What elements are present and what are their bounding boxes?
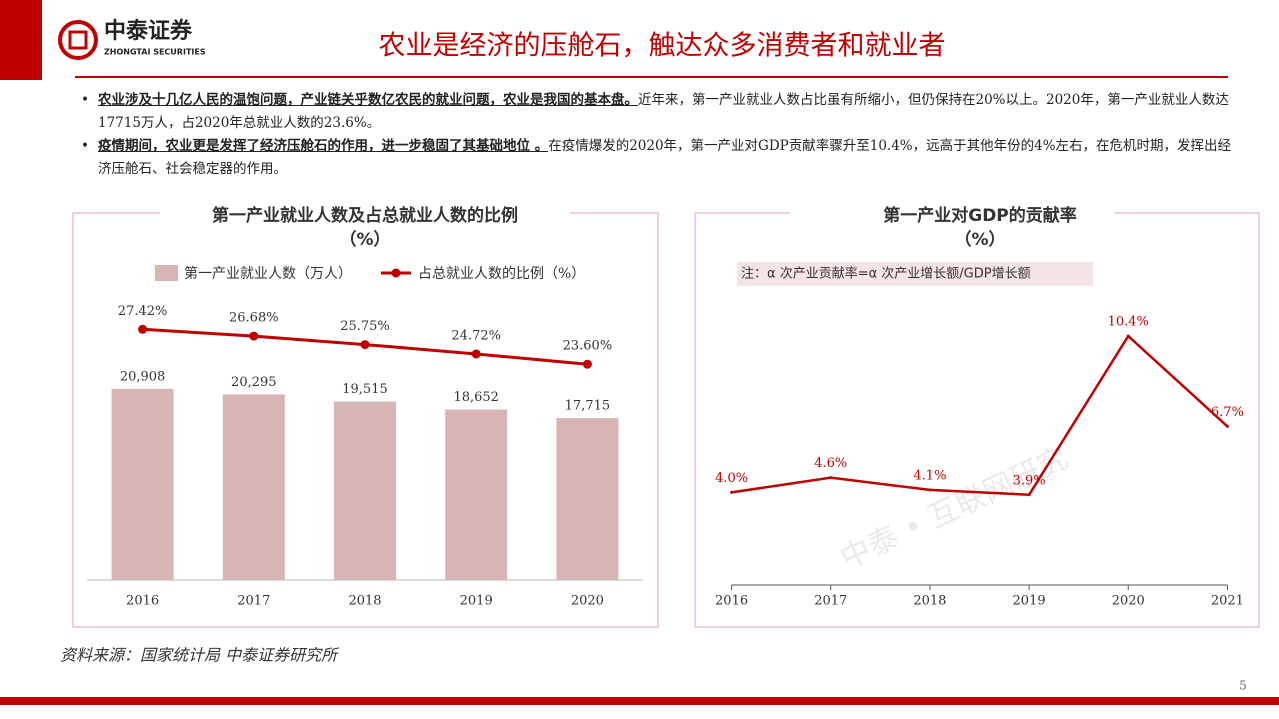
footer-bar [0, 697, 1279, 705]
bar [222, 394, 285, 580]
source: 资料来源：国家统计局 中泰证券研究所 [60, 646, 340, 665]
corner-bar [0, 0, 42, 80]
point [1027, 493, 1031, 497]
point [360, 340, 370, 350]
point [582, 359, 592, 369]
annotation: 注：α 次产业贡献率=α 次产业增长额/GDP增长额 [741, 266, 1031, 282]
bullet-text: 近年来，第一产业就业人数占比虽有所缩小，但仍保持在20%以上。2020年，第一产… [98, 92, 1229, 131]
chart-title: 第一产业就业人数及占总就业人数的比例 [212, 205, 518, 226]
bar [445, 409, 508, 580]
point [730, 490, 734, 494]
point [829, 476, 833, 480]
x-tick-label: 2019 [1013, 594, 1046, 609]
data-label: 24.72% [451, 328, 501, 343]
legend-swatch [155, 265, 178, 281]
point [249, 331, 259, 341]
data-label: 4.0% [715, 471, 748, 486]
x-tick-label: 2020 [571, 594, 604, 609]
data-label: 17,715 [565, 399, 611, 414]
data-label: 20,295 [231, 375, 277, 390]
bar [334, 401, 396, 580]
data-label: 4.6% [814, 456, 847, 471]
chart-subtitle: （%） [339, 229, 390, 250]
x-tick-label: 2017 [237, 594, 270, 609]
line [731, 334, 1229, 497]
data-label: 25.75% [340, 319, 390, 334]
page-number: 5 [1239, 679, 1247, 693]
chart-subtitle: （%） [954, 229, 1005, 250]
x-tick-label: 2016 [715, 594, 748, 609]
legend-label: 第一产业就业人数（万人） [184, 265, 352, 282]
bullet: 农业涉及十几亿人民的温饱问题，产业链关乎数亿农民的就业问题，农业是我国的基本盘。… [81, 89, 1240, 135]
data-label: 23.60% [563, 339, 613, 354]
x-tick-label: 2019 [460, 594, 493, 609]
annotation-bg [737, 262, 1093, 286]
data-label: 6.7% [1211, 405, 1244, 420]
legend-label: 占总就业人数的比例（%） [418, 266, 585, 282]
logo-icon [68, 30, 88, 50]
chart-frame [72, 212, 1260, 628]
bullet-bold: 农业涉及十几亿人民的温饱问题，产业链关乎数亿农民的就业问题，农业是我国的基本盘。 [98, 92, 638, 108]
data-label: 10.4% [1108, 315, 1149, 330]
logo-text: 中泰证券 [104, 18, 193, 44]
data-label: 26.68% [229, 311, 279, 326]
point [471, 349, 481, 359]
bar [556, 418, 619, 580]
watermark: 中泰 • 互联网研究 [835, 441, 1073, 577]
data-label: 18,652 [453, 390, 499, 405]
data-label: 19,515 [342, 382, 388, 397]
bullet: 疫情期间，农业更是发挥了经济压舱石的作用，进一步稳固了其基础地位 。在疫情爆发的… [81, 135, 1240, 181]
data-label: 4.1% [913, 468, 946, 483]
bullet-text: 在疫情爆发的2020年，第一产业对GDP贡献率骤升至10.4%，远高于其他年份的… [98, 138, 1232, 177]
data-label: 3.9% [1013, 473, 1046, 488]
data-label: 20,908 [120, 369, 166, 384]
logo-sub: ZHONGTAI SECURITIES [104, 48, 206, 57]
bullets: 农业涉及十几亿人民的温饱问题，产业链关乎数亿农民的就业问题，农业是我国的基本盘。… [80, 89, 1240, 181]
point [138, 324, 148, 334]
data-label: 27.42% [118, 304, 168, 319]
point [928, 488, 932, 492]
legend-marker [391, 268, 401, 278]
bullet-bold: 疫情期间，农业更是发挥了经济压舱石的作用，进一步稳固了其基础地位 。 [98, 138, 549, 154]
x-tick-label: 2018 [913, 594, 946, 609]
logo-icon [58, 20, 98, 60]
x-tick-label: 2021 [1211, 594, 1244, 609]
point [1225, 424, 1229, 428]
point [1126, 334, 1130, 338]
slide-title: 农业是经济的压舱石，触达众多消费者和就业者 [379, 31, 946, 62]
x-tick-label: 2020 [1112, 594, 1145, 609]
x-tick-label: 2017 [814, 594, 847, 609]
bar [111, 388, 174, 580]
x-tick-label: 2018 [348, 594, 381, 609]
chart-title: 第一产业对GDP的贡献率 [883, 205, 1077, 226]
x-tick-label: 2016 [126, 594, 159, 609]
